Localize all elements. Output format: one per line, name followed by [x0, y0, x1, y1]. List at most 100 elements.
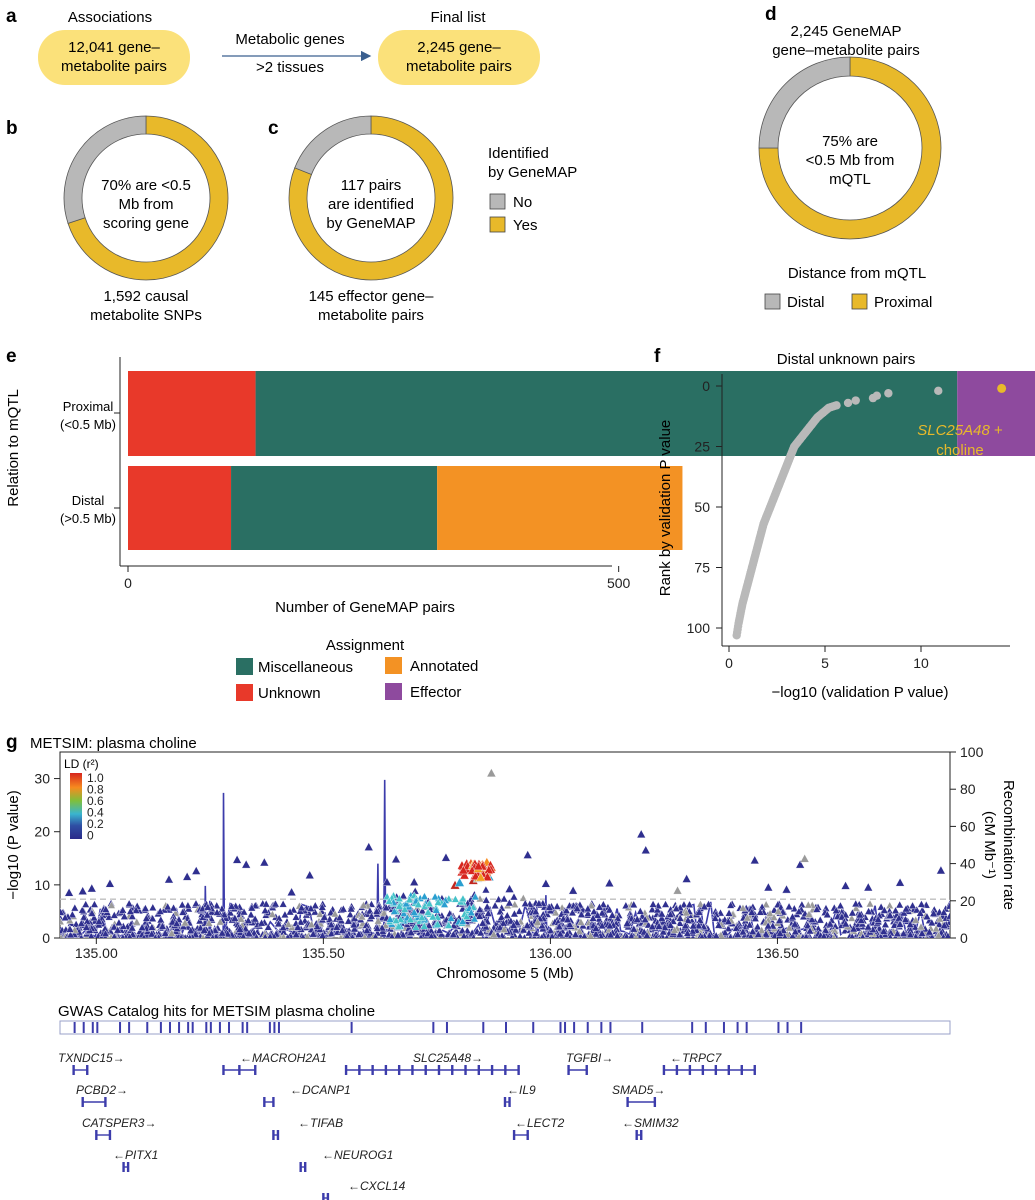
snp-point: [126, 907, 135, 915]
gwas-hit-mark: [641, 1022, 644, 1033]
snp-point: [68, 910, 77, 918]
xtick-label: 136.50: [756, 945, 799, 961]
legend-effector-swatch: [385, 683, 402, 700]
snp-point-ld: [470, 914, 479, 923]
snp-point: [807, 915, 817, 923]
snp-point-ld: [451, 894, 460, 903]
snp-point: [849, 924, 858, 933]
panel-f-xlabel: −log10 (validation P value): [772, 684, 949, 701]
snp-point: [482, 895, 491, 904]
final-list-box: [378, 30, 540, 85]
snp-point: [147, 929, 156, 938]
snp-point: [110, 922, 119, 931]
snp-point: [597, 921, 607, 930]
snp-point: [494, 895, 503, 903]
snp-point: [685, 900, 694, 908]
gene-label: SLC25A48→: [413, 1051, 483, 1065]
snp-point: [511, 925, 520, 934]
gene-exon: [263, 1097, 266, 1107]
gene-exon: [567, 1065, 570, 1075]
gene-exon: [358, 1065, 361, 1075]
gene-exon: [238, 1065, 241, 1075]
gene-label: ←MACROH2A1: [240, 1051, 327, 1065]
snp-point-ld: [390, 907, 399, 915]
snp-point: [128, 912, 137, 920]
snp-point: [131, 906, 141, 914]
ytick-label: 0: [702, 378, 710, 394]
gwas-hit-mark: [268, 1022, 271, 1033]
xtick-label: 135.50: [302, 945, 345, 961]
snp-point: [794, 907, 804, 915]
legend-unknown-swatch: [236, 684, 253, 701]
snp-point: [306, 904, 316, 912]
snp-point: [762, 900, 771, 908]
snp-point: [373, 923, 382, 932]
snp-point: [823, 910, 832, 918]
xtick-label: 135.00: [75, 945, 118, 961]
snp-point: [279, 899, 288, 908]
snp-point: [503, 911, 512, 919]
scatter-point: [884, 389, 893, 398]
legend-c-title-2: by GeneMAP: [488, 164, 577, 181]
snp-point: [763, 921, 773, 930]
snp-point: [128, 923, 137, 932]
snp-point-ld: [399, 909, 408, 917]
xtick-label: 136.00: [529, 945, 572, 961]
gene-exon: [424, 1065, 427, 1075]
assignment-legend-title: Assignment: [326, 637, 405, 654]
panel-e: e Relation to mQTL Proximal (<0.5 Mb) Di…: [5, 346, 1035, 702]
snp-point: [118, 905, 127, 914]
snp-point: [568, 908, 577, 917]
snp-point: [318, 931, 327, 938]
snp-point: [774, 907, 783, 915]
gene-exon: [326, 1193, 330, 1200]
y2tick-label: 100: [960, 744, 984, 760]
snp-point: [726, 900, 735, 909]
snp-point: [515, 906, 524, 915]
snp-point-ld: [411, 922, 421, 931]
snp-point: [156, 915, 165, 924]
snp-point: [581, 932, 588, 938]
donut-d-center-2: <0.5 Mb from: [806, 152, 895, 169]
gene-exon: [517, 1065, 520, 1075]
gwas-hit-mark: [73, 1022, 76, 1033]
donut-c-caption-1: 145 effector gene–: [309, 288, 434, 305]
snp-point: [169, 903, 178, 912]
xtick-label: 10: [913, 655, 929, 671]
snp-point: [934, 931, 943, 938]
gene-exon: [727, 1065, 730, 1075]
snp-point: [236, 914, 246, 923]
gwas-hit-mark: [586, 1022, 589, 1033]
ld-color-scale: [70, 773, 82, 839]
gwas-hit-mark: [228, 1022, 231, 1033]
gene-exon: [512, 1130, 516, 1140]
snp-point-ld: [394, 922, 403, 930]
snp-point-highlight: [241, 859, 251, 869]
gwas-track-title: GWAS Catalog hits for METSIM plasma chol…: [58, 1003, 375, 1020]
snp-point: [226, 908, 235, 917]
snp-point: [940, 921, 949, 929]
snp-point: [293, 922, 302, 931]
snp-point: [745, 920, 754, 929]
snp-point: [555, 922, 564, 931]
snp-point: [724, 917, 733, 925]
y2tick-label: 20: [960, 893, 976, 909]
snp-point: [210, 933, 216, 938]
legend-misc-swatch: [236, 658, 253, 675]
snp-point-ld: [423, 907, 433, 916]
snp-point: [141, 933, 147, 938]
snp-point: [394, 930, 402, 938]
snp-point: [244, 916, 253, 924]
gene-exon: [322, 1193, 325, 1200]
gene-label: ←NEUROG1: [322, 1148, 393, 1162]
gwas-hit-mark: [559, 1022, 562, 1033]
snp-point-highlight: [604, 878, 615, 887]
gwas-hit-mark: [564, 1022, 567, 1033]
snp-point: [495, 923, 505, 931]
snp-point: [832, 906, 841, 914]
donut-slice-distal: [63, 115, 147, 224]
bar-segment-effector: [957, 371, 1035, 456]
snp-point: [418, 933, 424, 938]
snp-point: [65, 924, 75, 933]
bar-segment-miscellaneous: [231, 466, 438, 550]
